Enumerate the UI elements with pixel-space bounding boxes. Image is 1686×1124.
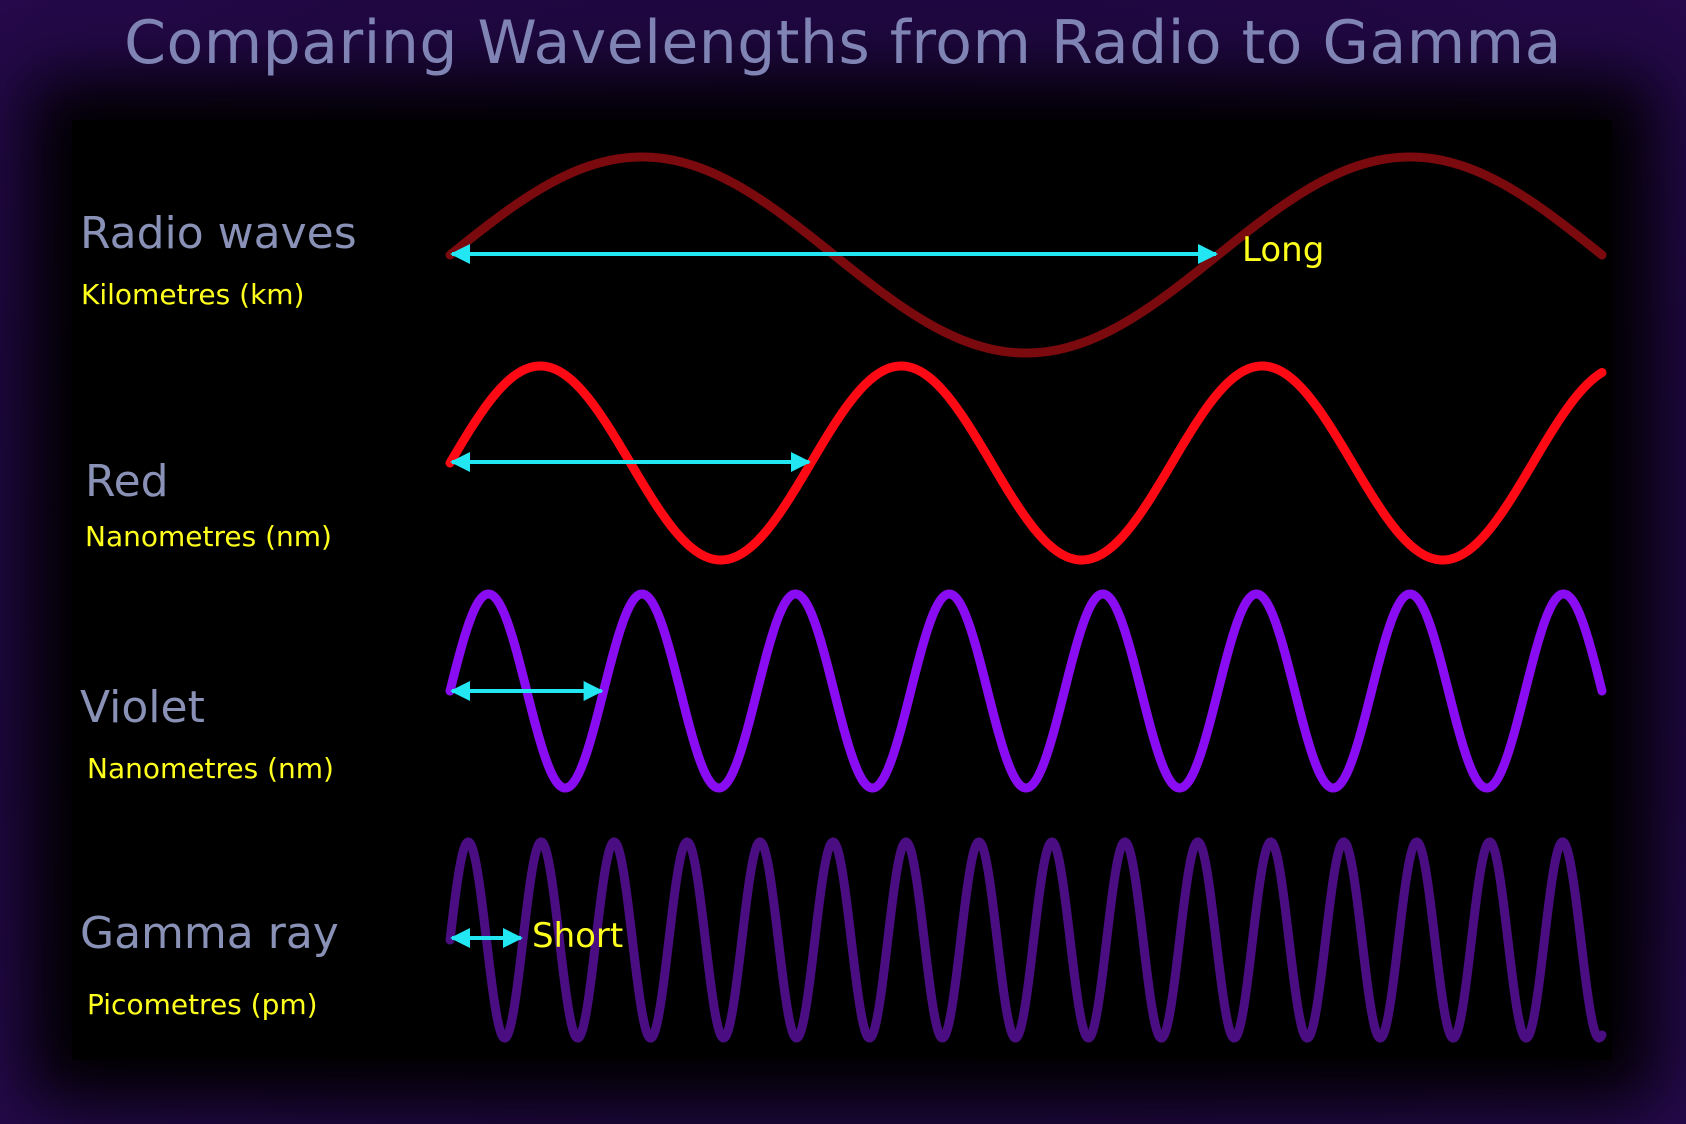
long-marker-label: Long — [1242, 230, 1325, 270]
diagram-title: Comparing Wavelengths from Radio to Gamm… — [124, 8, 1562, 78]
radio-waves-label: Radio waves — [80, 208, 357, 259]
radio-wave-curve — [445, 152, 1607, 358]
violet-label: Violet — [80, 682, 205, 733]
gamma-ray-unit: Picometres (pm) — [87, 988, 318, 1021]
radio-waves-unit: Kilometres (km) — [81, 278, 305, 311]
gamma-ray-label: Gamma ray — [80, 908, 339, 959]
violet-unit: Nanometres (nm) — [87, 752, 334, 785]
violet-wave-curve — [445, 589, 1607, 793]
red-unit: Nanometres (nm) — [85, 520, 332, 553]
red-label: Red — [85, 456, 169, 507]
red-wave-curve — [445, 361, 1607, 565]
gamma-wave-curve — [445, 837, 1607, 1043]
short-marker-label: Short — [532, 916, 624, 956]
